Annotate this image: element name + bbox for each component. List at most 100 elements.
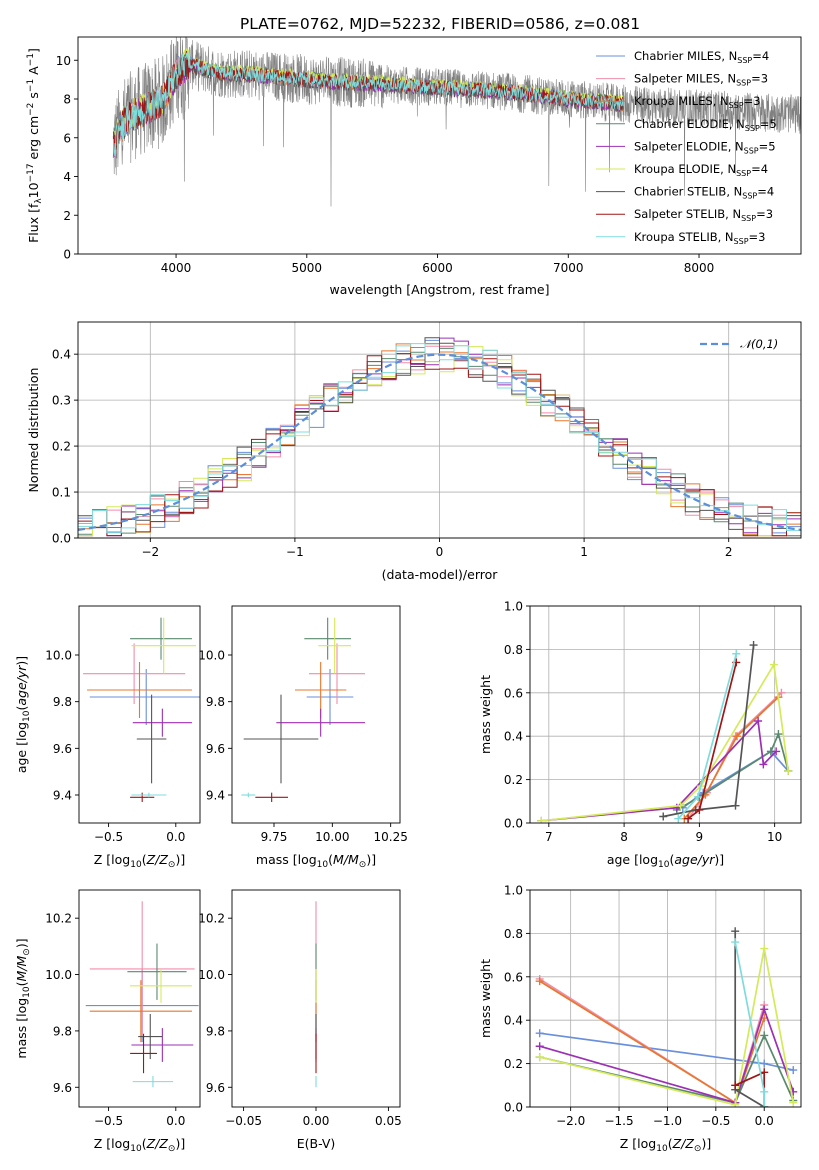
y-tick-label: 1.0 bbox=[504, 884, 523, 898]
mass-weight-marker bbox=[789, 1066, 798, 1075]
y-axis-label: Flux [fλ10−17 erg cm−2 s−1 A−1] bbox=[26, 48, 44, 243]
x-tick-label: 7 bbox=[545, 830, 553, 844]
x-axis-label: Z [log10(Z/Z⊙)] bbox=[620, 1136, 711, 1154]
mass-weight-marker bbox=[535, 1053, 544, 1062]
x-tick-label: 0.0 bbox=[166, 830, 185, 844]
y-tick-label: 9.6 bbox=[206, 1081, 225, 1095]
y-tick-label: 9.6 bbox=[206, 742, 225, 756]
y-tick-label: 1.0 bbox=[504, 600, 523, 614]
mass-weight-marker bbox=[695, 805, 704, 814]
y-axis-label: mass weight bbox=[478, 675, 493, 754]
x-tick-label: 10.25 bbox=[373, 830, 407, 844]
y-tick-label: 10 bbox=[56, 54, 71, 68]
age-vs-mass-panel: 9.75 10.00 10.25 9.4 9.6 9.8 10.0 mass [log10(M… bbox=[198, 605, 408, 870]
plot-area bbox=[112, 37, 801, 207]
y-tick-label: 0.1 bbox=[52, 486, 71, 500]
y-tick-label: 0.2 bbox=[52, 440, 71, 454]
error-bar-point-9 bbox=[132, 1076, 174, 1088]
legend-entry-normal: 𝒩(0,1) bbox=[740, 337, 778, 351]
error-bar-point-7 bbox=[136, 694, 167, 784]
age-vs-metallicity-panel: −0.5 0.0 9.4 9.6 9.8 10.0 Z [log10(Z/Z⊙)] age [… bbox=[14, 605, 201, 870]
y-tick-label: 9.6 bbox=[53, 742, 72, 756]
mass-weight-line bbox=[539, 1033, 795, 1104]
mass-weight-marker bbox=[789, 1098, 798, 1107]
legend-entry-4: Chabrier ELODIE, NSSP=5 bbox=[634, 117, 777, 133]
mass-weight-marker bbox=[760, 1031, 769, 1040]
axes: −2.0 −1.5 −1.0 −0.5 0.0 0.0 0.2 0.4 0.6 0.8 1.0 mas… bbox=[478, 884, 802, 1154]
y-tick-label: 0.0 bbox=[52, 532, 71, 546]
x-tick-label: −0.5 bbox=[94, 830, 123, 844]
error-bar-point-8 bbox=[130, 1033, 157, 1074]
mass-weight-line bbox=[539, 948, 795, 1106]
error-bar-point-6 bbox=[318, 617, 351, 674]
mass-weight-line bbox=[663, 645, 755, 818]
mass-weight-marker bbox=[674, 814, 683, 823]
error-bar-point-4 bbox=[130, 617, 192, 660]
residual-histogram-6 bbox=[78, 345, 801, 537]
mass-weight-marker bbox=[733, 732, 742, 741]
mass-weight-marker bbox=[535, 1042, 544, 1051]
x-tick-label: 8 bbox=[620, 830, 628, 844]
error-bar-point-8 bbox=[130, 792, 155, 802]
x-tick-label: −1.0 bbox=[653, 1114, 682, 1128]
mass-weight-vs-age-panel: 7 8 9 10 0.0 0.2 0.4 0.6 0.8 1.0 mass weight age [l… bbox=[478, 600, 802, 870]
mass-weight-marker bbox=[535, 977, 544, 986]
y-tick-label: 9.8 bbox=[206, 1024, 225, 1038]
mass-weight-series-9 bbox=[674, 649, 741, 823]
axes: −0.5 0.0 9.4 9.6 9.8 10.0 Z [log10(Z/Z⊙)] age [… bbox=[14, 605, 201, 870]
mass-weight-line bbox=[683, 696, 779, 820]
mass-weight-series-1 bbox=[535, 1029, 798, 1075]
axes: 7 8 9 10 0.0 0.2 0.4 0.6 0.8 1.0 mass weight age [l… bbox=[478, 600, 802, 870]
y-tick-label: 0.4 bbox=[52, 348, 71, 362]
error-bar-point-7 bbox=[243, 694, 319, 784]
y-tick-label: 0.0 bbox=[504, 817, 523, 831]
mass-vs-metallicity-panel: −0.5 0.0 9.6 9.8 10.0 10.2 Z [log10(Z/Z⊙)] mass… bbox=[14, 889, 201, 1154]
error-bar-point-5 bbox=[276, 708, 365, 737]
axes: −2 −1 0 1 2 0.0 0.1 0.2 0.3 0.4 𝒩(0,1) (data-model)… bbox=[26, 321, 802, 582]
mass-weight-marker bbox=[772, 747, 781, 756]
axes-frame bbox=[231, 605, 401, 824]
x-tick-label: 4000 bbox=[161, 261, 192, 275]
error-bar-point-2 bbox=[89, 901, 195, 1037]
x-axis-label: Z [log10(Z/Z⊙)] bbox=[94, 852, 185, 870]
y-axis-label: mass [log10(M/M⊙)] bbox=[14, 938, 32, 1058]
mass-weight-marker bbox=[760, 1059, 769, 1068]
x-tick-label: 7000 bbox=[553, 261, 584, 275]
y-axis-label: age [log10(age/yr)] bbox=[14, 656, 32, 773]
mass-weight-marker bbox=[659, 812, 668, 821]
mass-weight-marker bbox=[769, 660, 778, 669]
model-spectrum-line-9 bbox=[112, 51, 624, 157]
x-tick-label: 10 bbox=[767, 830, 782, 844]
error-bar-point-3 bbox=[89, 980, 192, 1043]
error-bar-point-5 bbox=[131, 1028, 194, 1062]
mass-weight-marker bbox=[754, 717, 763, 726]
legend-entry-1: Chabrier MILES, NSSP=4 bbox=[634, 49, 769, 65]
error-bar-point-4 bbox=[127, 943, 187, 1000]
mass-weight-series-6 bbox=[535, 944, 798, 1107]
legend-entry-5: Salpeter ELODIE, NSSP=5 bbox=[634, 139, 776, 155]
x-tick-label: 1 bbox=[580, 545, 588, 559]
plot-area bbox=[241, 617, 365, 802]
legend-entry-9: Kroupa STELIB, NSSP=3 bbox=[634, 230, 765, 246]
y-tick-label: 0.3 bbox=[52, 394, 71, 408]
mass-weight-marker bbox=[731, 938, 740, 947]
y-tick-label: 6 bbox=[63, 131, 71, 145]
x-tick-label: −1 bbox=[286, 545, 304, 559]
error-bar-point-9 bbox=[241, 792, 256, 798]
error-bar-point-2 bbox=[309, 643, 365, 704]
y-tick-label: 0.4 bbox=[504, 730, 523, 744]
x-tick-label: 6000 bbox=[422, 261, 453, 275]
residual-histogram-5 bbox=[78, 337, 801, 537]
error-bar-point-3 bbox=[87, 662, 192, 718]
spectrum-panel: 4000 5000 6000 7000 8000 0 2 4 6 8 10 wavelength [A… bbox=[26, 36, 802, 297]
y-tick-label: 9.8 bbox=[206, 695, 225, 709]
y-tick-label: 4 bbox=[63, 170, 71, 184]
mass-weight-marker bbox=[760, 1087, 769, 1096]
mass-weight-marker bbox=[535, 1029, 544, 1038]
x-axis-label: E(B-V) bbox=[297, 1136, 336, 1151]
mass-weight-marker bbox=[731, 1100, 740, 1107]
x-tick-label: 9.75 bbox=[261, 830, 288, 844]
x-tick-label: 0.0 bbox=[755, 1114, 774, 1128]
x-tick-label: 0 bbox=[436, 545, 444, 559]
